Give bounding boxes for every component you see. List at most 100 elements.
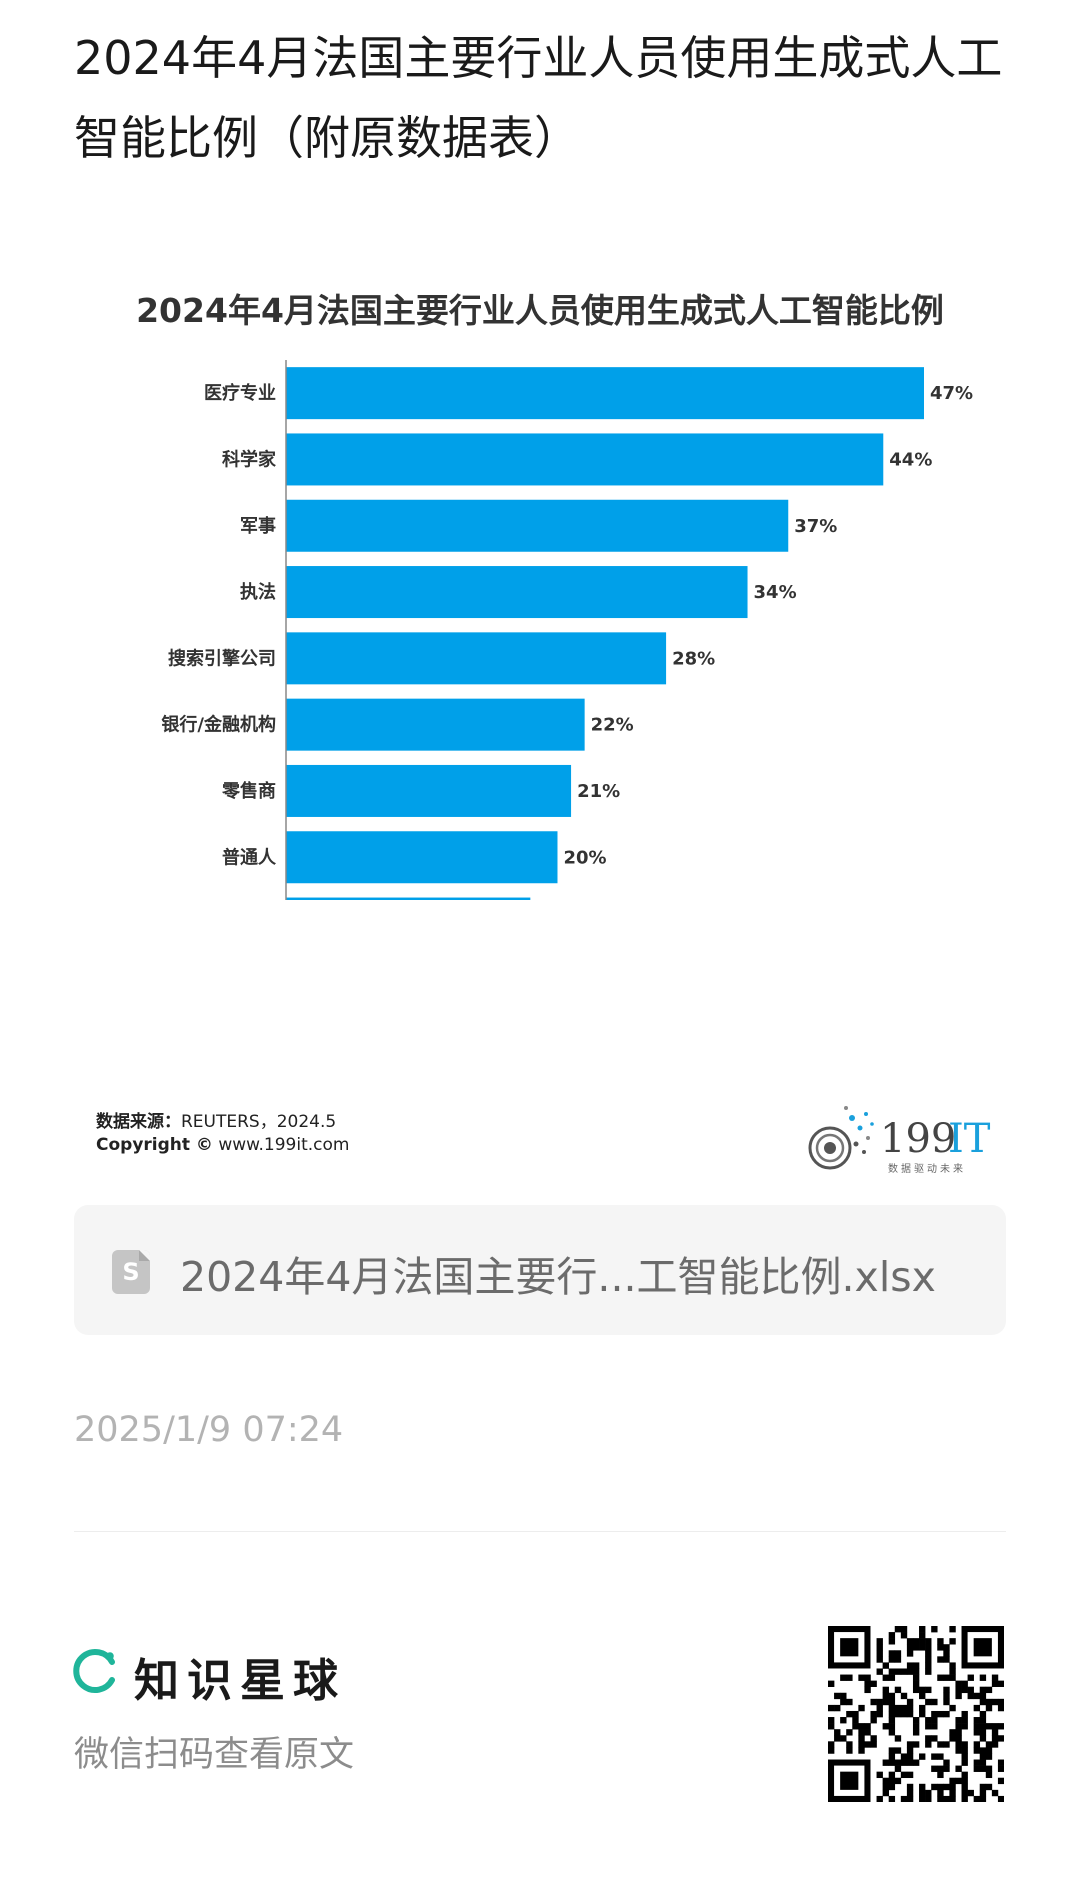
qr-module xyxy=(961,1753,968,1760)
bar xyxy=(286,566,748,619)
qr-module xyxy=(949,1704,956,1712)
qr-module xyxy=(894,1765,902,1772)
qr-module xyxy=(834,1729,841,1736)
qr-module xyxy=(937,1795,944,1802)
category-label: 普通人 xyxy=(222,846,277,868)
qr-module xyxy=(906,1753,914,1760)
qr-module xyxy=(919,1638,926,1645)
qr-module xyxy=(840,1692,847,1700)
qr-module xyxy=(931,1717,938,1724)
qr-module xyxy=(949,1783,956,1791)
qr-module xyxy=(925,1795,932,1802)
qr-module xyxy=(937,1753,944,1760)
qr-module xyxy=(973,1741,981,1748)
qr-module xyxy=(888,1632,896,1639)
qr-module xyxy=(906,1795,914,1802)
qr-module xyxy=(912,1644,920,1651)
qr-module xyxy=(828,1717,835,1724)
qr-module xyxy=(973,1704,981,1712)
qr-module xyxy=(997,1795,1004,1802)
value-label: 37% xyxy=(794,516,837,537)
qr-module xyxy=(900,1771,908,1779)
qr-module xyxy=(991,1723,999,1730)
qr-module xyxy=(925,1656,932,1663)
qr-module xyxy=(973,1795,981,1802)
bar-chart: 医疗专业 47% 科学家 44% 军事 37% 执法 34% 搜索引擎公司 28% 银行/金融机构 2… xyxy=(161,360,973,900)
category-label: 军事 xyxy=(240,515,276,537)
qr-module xyxy=(906,1789,914,1797)
qr-module xyxy=(937,1765,944,1772)
qr-module xyxy=(888,1783,896,1791)
qr-module xyxy=(900,1626,908,1633)
qr-module xyxy=(840,1674,847,1681)
category-label: 搜索引擎公司 xyxy=(168,647,276,669)
qr-module xyxy=(991,1698,999,1706)
qr-module xyxy=(894,1759,902,1766)
qr-module xyxy=(906,1650,914,1657)
qr-module xyxy=(949,1729,956,1736)
qr-module xyxy=(919,1692,926,1700)
qr-module xyxy=(900,1704,908,1712)
qr-module xyxy=(900,1753,908,1760)
qr-module xyxy=(925,1698,932,1706)
qr-module xyxy=(937,1789,944,1797)
qr-module xyxy=(919,1632,926,1639)
199it-logo: 199 IT 数据驱动未来 xyxy=(808,1106,991,1175)
qr-module xyxy=(828,1747,835,1754)
qr-module xyxy=(888,1668,896,1675)
value-label: 20% xyxy=(563,847,606,868)
qr-module xyxy=(882,1698,889,1706)
qr-module xyxy=(925,1650,932,1657)
qr-module xyxy=(961,1795,968,1802)
qr-module xyxy=(979,1698,987,1706)
qr-module xyxy=(846,1674,853,1681)
qr-module xyxy=(906,1771,914,1779)
qr-module xyxy=(949,1674,956,1681)
qr-module xyxy=(979,1674,987,1681)
qr-module xyxy=(828,1680,835,1687)
qr-module xyxy=(906,1741,914,1748)
qr-module xyxy=(943,1656,950,1663)
qr-module xyxy=(894,1650,902,1657)
qr-module xyxy=(840,1698,847,1706)
qr-module xyxy=(906,1704,914,1712)
qr-module xyxy=(840,1717,847,1724)
qr-module xyxy=(973,1717,981,1724)
chart-image[interactable]: 2024年4月法国主要行业人员使用生成式人工智能比例 医疗专业 47% 科学家 44%… xyxy=(74,270,1006,1190)
qr-module xyxy=(912,1674,920,1681)
qr-module xyxy=(900,1710,908,1718)
bar xyxy=(286,831,558,884)
qr-module xyxy=(846,1747,853,1754)
category-label: 医疗专业 xyxy=(204,382,276,404)
source-text: REUTERS，2024.5 xyxy=(181,1112,337,1132)
qr-module xyxy=(949,1626,956,1633)
qr-module xyxy=(906,1638,914,1645)
qr-module xyxy=(888,1747,896,1754)
qr-module xyxy=(925,1735,932,1742)
qr-module xyxy=(955,1723,962,1730)
attachment-file-card[interactable]: S 2024年4月法国主要行...工智能比例.xlsx xyxy=(74,1205,1006,1335)
qr-module xyxy=(985,1765,993,1772)
qr-module xyxy=(943,1644,950,1651)
qr-module xyxy=(979,1692,987,1700)
qr-module xyxy=(834,1704,841,1712)
qr-module xyxy=(919,1644,926,1651)
qr-module xyxy=(894,1686,902,1694)
qr-module xyxy=(870,1735,877,1742)
post-timestamp: 2025/1/9 07:24 xyxy=(74,1410,344,1450)
qr-code[interactable] xyxy=(828,1626,1004,1802)
category-label: 银行/金融机构 xyxy=(161,714,276,736)
qr-module xyxy=(919,1795,926,1802)
qr-module xyxy=(919,1710,926,1718)
qr-module xyxy=(906,1783,914,1791)
qr-module xyxy=(931,1783,938,1791)
qr-module xyxy=(864,1729,871,1736)
qr-module xyxy=(919,1789,926,1797)
qr-module xyxy=(870,1710,877,1718)
qr-module xyxy=(985,1771,993,1779)
copyright-text: www.199it.com xyxy=(218,1135,350,1155)
qr-module xyxy=(997,1698,1004,1706)
post-title: 2024年4月法国主要行业人员使用生成式人工智能比例（附原数据表） xyxy=(74,31,1003,165)
qr-module xyxy=(955,1717,962,1724)
qr-module xyxy=(997,1680,1004,1687)
